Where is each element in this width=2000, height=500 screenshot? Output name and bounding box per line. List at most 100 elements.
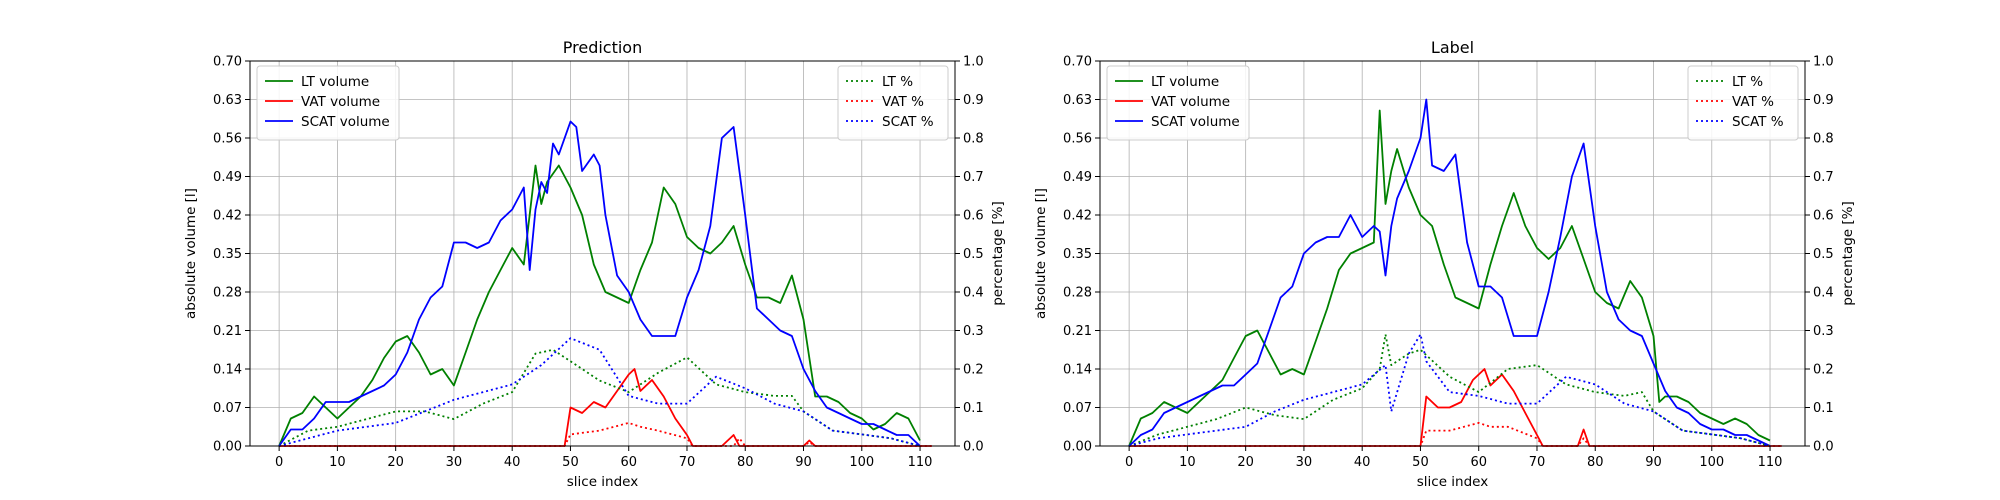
x-tick-label: 20 — [1237, 455, 1254, 470]
x-tick-label: 30 — [1296, 455, 1313, 470]
y2-tick-label: 0.3 — [963, 324, 984, 339]
series-line-lt- — [278, 348, 921, 447]
y2-tick-label: 0.4 — [963, 286, 984, 301]
series-line-scat- — [1128, 333, 1771, 447]
y-tick-label: 0.49 — [213, 170, 242, 185]
series-line-vat-volume — [1129, 368, 1782, 447]
y-tick-label: 0.49 — [1063, 170, 1092, 185]
chart-title: Label — [1431, 38, 1474, 57]
x-tick-label: 80 — [1587, 455, 1604, 470]
legend-label: LT volume — [1151, 74, 1219, 90]
x-tick-label: 40 — [1354, 455, 1371, 470]
series-line-vat- — [1129, 421, 1782, 447]
legend-box — [1687, 65, 1799, 141]
legend-label: VAT volume — [1151, 94, 1230, 110]
legend-label: SCAT % — [1732, 114, 1784, 130]
series-line-scat-volume — [1128, 98, 1771, 447]
y-tick-label: 0.42 — [213, 209, 242, 224]
y-tick-label: 0.35 — [1063, 247, 1092, 262]
legend-label: VAT % — [882, 94, 924, 110]
legend-right: LT % VAT % SCAT % — [1687, 65, 1799, 141]
y2-tick-label: 0.7 — [963, 170, 984, 185]
series-line-lt- — [1128, 333, 1771, 447]
y2-tick-label: 0.8 — [1813, 132, 1834, 147]
y2-tick-label: 0.2 — [963, 363, 984, 378]
y-tick-label: 0.21 — [1063, 324, 1092, 339]
y2-tick-label: 1.0 — [1813, 55, 1834, 70]
y-tick-label: 0.21 — [213, 324, 242, 339]
y-tick-label: 0.14 — [1063, 363, 1092, 378]
x-tick-label: 70 — [1529, 455, 1546, 470]
y2-tick-label: 0.1 — [1813, 401, 1834, 416]
y-tick-label: 0.42 — [1063, 209, 1092, 224]
y2-tick-label: 0.7 — [1813, 170, 1834, 185]
x-tick-label: 100 — [1699, 455, 1724, 470]
chart-panel-1: 0 10 20 30 40 50 60 70 80 90 100 110 0.00 0.07 0.14 0.2… — [183, 38, 1006, 490]
series-line-scat- — [278, 337, 921, 447]
x-tick-label: 30 — [446, 455, 463, 470]
legend-label: LT % — [1732, 74, 1763, 90]
y2-axis-label: percentage [%] — [990, 201, 1006, 306]
legend-left: LT volume VAT volume SCAT volume — [1106, 65, 1250, 141]
y-axis-label: absolute volume [l] — [183, 188, 199, 319]
x-tick-label: 40 — [504, 455, 521, 470]
y-tick-label: 0.14 — [213, 363, 242, 378]
y-tick-label: 0.56 — [213, 132, 242, 147]
series-line-lt-volume — [1128, 109, 1771, 447]
series-line-scat-volume — [278, 120, 921, 447]
y2-tick-label: 0.4 — [1813, 286, 1834, 301]
y-axis-label: absolute volume [l] — [1033, 188, 1049, 319]
x-tick-label: 90 — [1645, 455, 1662, 470]
y2-tick-label: 0.5 — [1813, 247, 1834, 262]
x-tick-label: 50 — [562, 455, 579, 470]
x-tick-label: 100 — [849, 455, 874, 470]
legend-right: LT % VAT % SCAT % — [837, 65, 949, 141]
y-tick-label: 0.28 — [213, 286, 242, 301]
x-axis-label: slice index — [567, 474, 639, 490]
y-tick-label: 0.70 — [213, 55, 242, 70]
y-tick-label: 0.07 — [213, 401, 242, 416]
y-tick-label: 0.63 — [213, 93, 242, 108]
chart-title: Prediction — [563, 38, 642, 57]
y2-tick-label: 0.6 — [1813, 209, 1834, 224]
y2-tick-label: 0.9 — [963, 93, 984, 108]
x-tick-label: 80 — [737, 455, 754, 470]
y2-tick-label: 0.6 — [963, 209, 984, 224]
x-tick-label: 10 — [1179, 455, 1196, 470]
chart-panel-2: 0 10 20 30 40 50 60 70 80 90 100 110 0.00 0.07 0.14 0.2… — [1033, 38, 1856, 490]
y-tick-label: 0.07 — [1063, 401, 1092, 416]
legend-box — [837, 65, 949, 141]
y-tick-label: 0.70 — [1063, 55, 1092, 70]
y2-tick-label: 0.0 — [1813, 440, 1834, 455]
x-tick-label: 90 — [795, 455, 812, 470]
x-tick-label: 60 — [620, 455, 637, 470]
y-tick-label: 0.63 — [1063, 93, 1092, 108]
x-tick-label: 0 — [275, 455, 283, 470]
x-tick-label: 20 — [387, 455, 404, 470]
y2-tick-label: 1.0 — [963, 55, 984, 70]
x-tick-label: 10 — [329, 455, 346, 470]
legend-label: LT % — [882, 74, 913, 90]
x-tick-label: 70 — [679, 455, 696, 470]
legend-label: VAT volume — [301, 94, 380, 110]
legend-label: SCAT volume — [301, 114, 390, 130]
legend-left: LT volume VAT volume SCAT volume — [256, 65, 400, 141]
legend-label: VAT % — [1732, 94, 1774, 110]
y2-tick-label: 0.5 — [963, 247, 984, 262]
y2-tick-label: 0.0 — [963, 440, 984, 455]
y2-axis-label: percentage [%] — [1840, 201, 1856, 306]
x-tick-label: 110 — [908, 455, 933, 470]
x-tick-label: 110 — [1758, 455, 1783, 470]
y-tick-label: 0.35 — [213, 247, 242, 262]
legend-label: SCAT % — [882, 114, 934, 130]
x-tick-label: 0 — [1125, 455, 1133, 470]
series-line-vat- — [279, 421, 932, 447]
y2-tick-label: 0.2 — [1813, 363, 1834, 378]
x-tick-label: 50 — [1412, 455, 1429, 470]
x-axis-label: slice index — [1417, 474, 1489, 490]
y-tick-label: 0.28 — [1063, 286, 1092, 301]
y-tick-label: 0.56 — [1063, 132, 1092, 147]
y2-tick-label: 0.9 — [1813, 93, 1834, 108]
legend-label: SCAT volume — [1151, 114, 1240, 130]
